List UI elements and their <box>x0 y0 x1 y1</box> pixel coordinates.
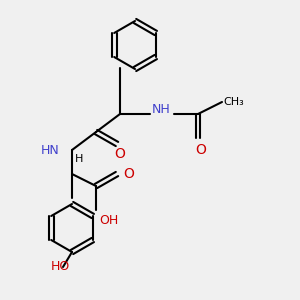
Text: HN: HN <box>41 143 60 157</box>
Text: O: O <box>123 167 134 181</box>
Text: H: H <box>75 154 83 164</box>
Text: O: O <box>196 142 206 157</box>
Text: CH₃: CH₃ <box>224 97 244 107</box>
Text: HO: HO <box>50 260 70 272</box>
Text: NH: NH <box>152 103 170 116</box>
Text: OH: OH <box>99 214 118 227</box>
Text: O: O <box>115 147 125 161</box>
